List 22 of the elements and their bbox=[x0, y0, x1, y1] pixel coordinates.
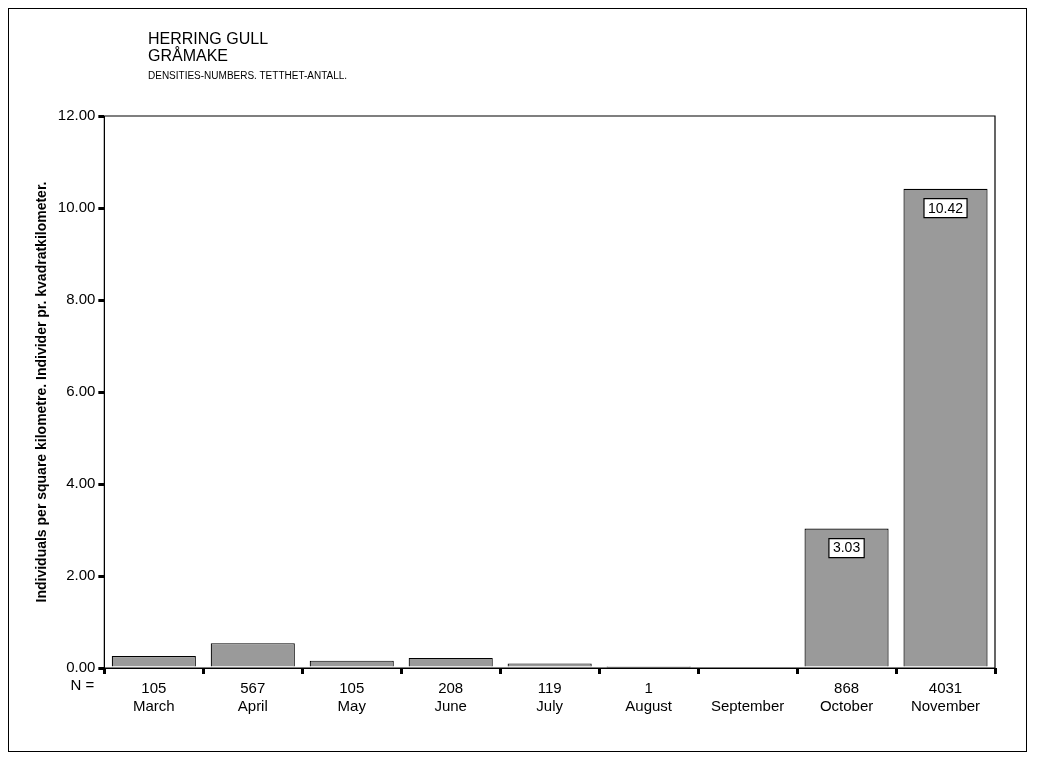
y-tick-label: 2.00 bbox=[66, 566, 96, 584]
y-tick-label: 6.00 bbox=[66, 382, 96, 400]
x-tick-label: 208 June bbox=[434, 679, 467, 715]
y-tick-label: 0.00 bbox=[66, 658, 96, 676]
chart-subtitle: DENSITIES-NUMBERS. TETTHET-ANTALL. bbox=[148, 70, 348, 81]
y-tick-label: 10.00 bbox=[57, 198, 96, 216]
x-tick-label: 868 October bbox=[819, 679, 874, 715]
text: N = bbox=[70, 675, 95, 693]
data-label: 3.03 bbox=[832, 539, 861, 556]
x-tick-label: 1 August bbox=[625, 679, 673, 715]
x-tick-label: 4031 November bbox=[910, 679, 981, 715]
data-label: 10.42 bbox=[928, 199, 964, 216]
x-tick-label: 567 April bbox=[237, 679, 268, 715]
y-tick-label: 12.00 bbox=[57, 106, 96, 124]
x-tick-label: September bbox=[710, 697, 785, 715]
y-axis-title: Individuals per square kilometre. Individer pr. kvadratkilometer. bbox=[33, 181, 50, 603]
x-tick-label: 105 March bbox=[132, 679, 175, 715]
chart-title: HERRING GULL GRÅMAKE bbox=[148, 30, 269, 64]
x-tick-label: 119 July bbox=[536, 679, 564, 715]
x-tick-label: 105 May bbox=[337, 679, 367, 715]
y-tick-label: 8.00 bbox=[66, 290, 96, 308]
y-tick-label: 4.00 bbox=[66, 474, 96, 492]
